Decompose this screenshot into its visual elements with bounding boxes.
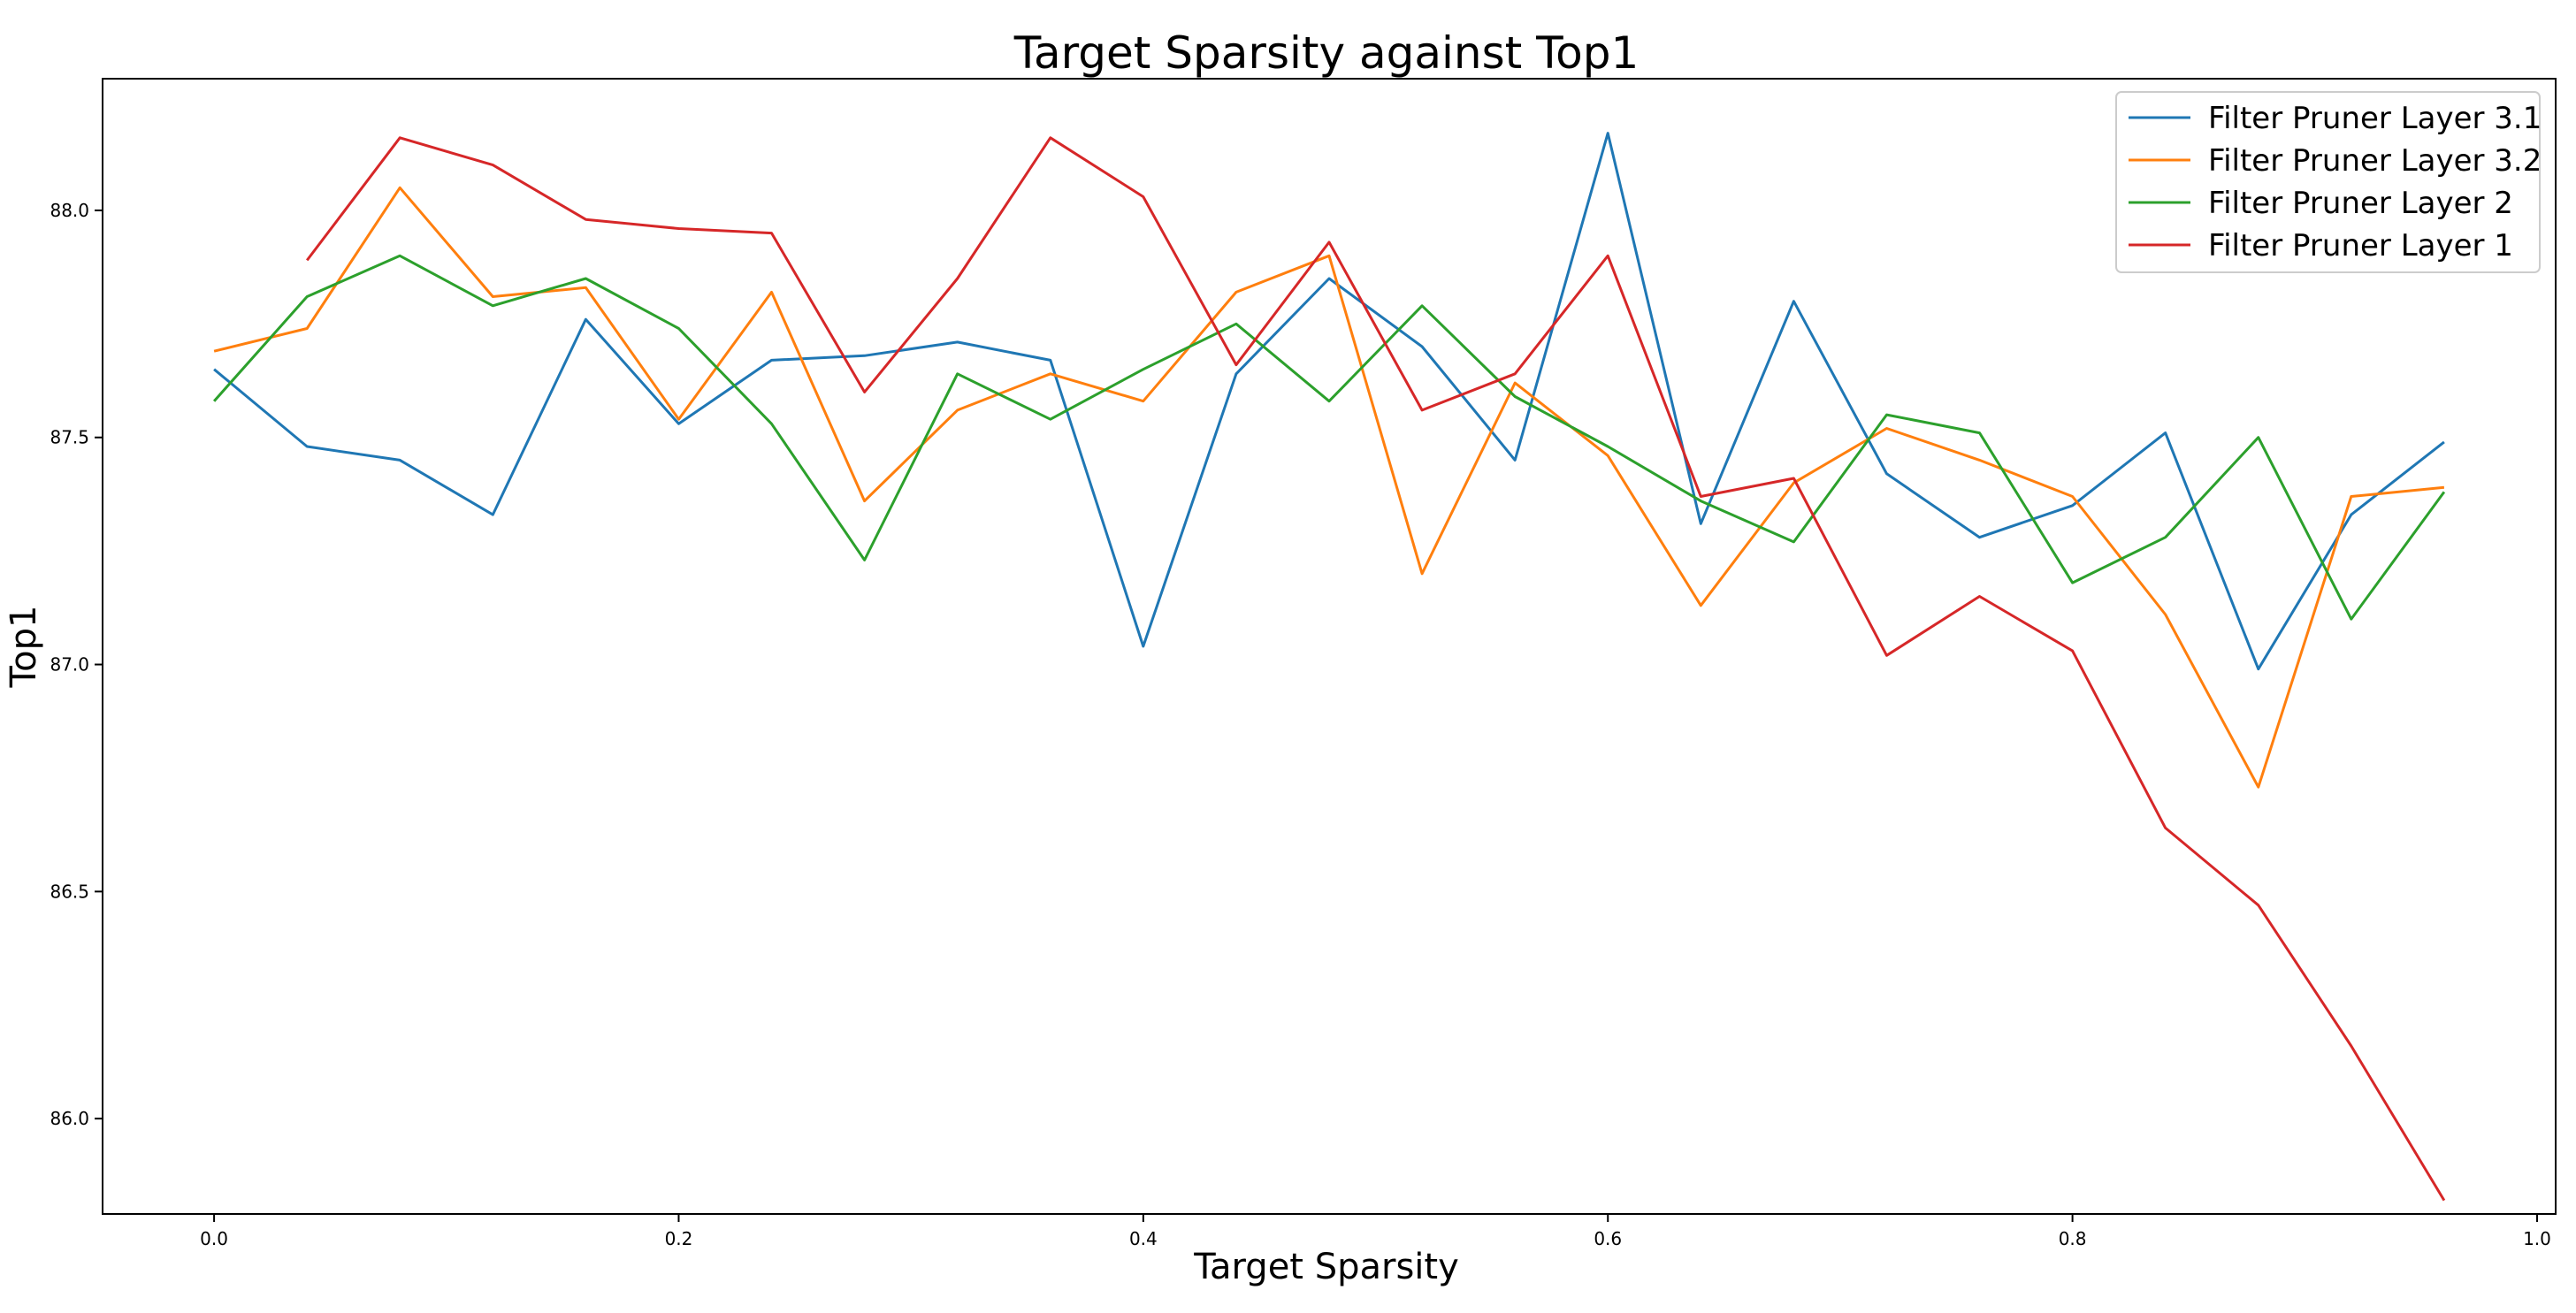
x-tick-label: 0.6 — [1594, 1228, 1622, 1249]
plot-frame — [102, 78, 2557, 1215]
y-axis-ticks: 86.0 86.5 87.0 87.5 88.0 — [50, 200, 103, 1129]
legend-label: Filter Pruner Layer 2 — [2208, 186, 2513, 221]
legend-label: Filter Pruner Layer 1 — [2208, 228, 2513, 263]
x-tick-label: 0.4 — [1129, 1228, 1158, 1249]
y-tick-label: 86.0 — [50, 1108, 89, 1129]
series-line-4 — [306, 136, 2446, 1202]
x-axis-ticks: 0.0 0.2 0.4 0.6 0.8 1.0 — [200, 1214, 2551, 1249]
legend: Filter Pruner Layer 3.1 Filter Pruner Lay… — [2115, 91, 2542, 273]
chart-title: Target Sparsity against Top1 — [1013, 27, 1640, 79]
series-line-1 — [213, 132, 2445, 671]
x-tick-label: 1.0 — [2523, 1228, 2551, 1249]
y-tick-label: 87.5 — [50, 427, 89, 448]
legend-box — [2115, 91, 2541, 273]
y-tick-label: 88.0 — [50, 200, 89, 221]
y-axis-label: Top1 — [4, 606, 44, 689]
legend-label: Filter Pruner Layer 3.2 — [2208, 143, 2542, 179]
series-line-3 — [212, 254, 2446, 621]
series-lines — [212, 132, 2446, 1202]
x-axis-label: Target Sparsity — [1193, 1247, 1459, 1287]
x-tick-label: 0.2 — [665, 1228, 693, 1249]
series-line-2 — [213, 186, 2445, 789]
y-tick-label: 86.5 — [50, 881, 89, 902]
y-tick-label: 87.0 — [50, 654, 89, 676]
x-tick-label: 0.0 — [200, 1228, 228, 1249]
x-tick-label: 0.8 — [2059, 1228, 2087, 1249]
legend-label: Filter Pruner Layer 3.1 — [2208, 101, 2542, 136]
